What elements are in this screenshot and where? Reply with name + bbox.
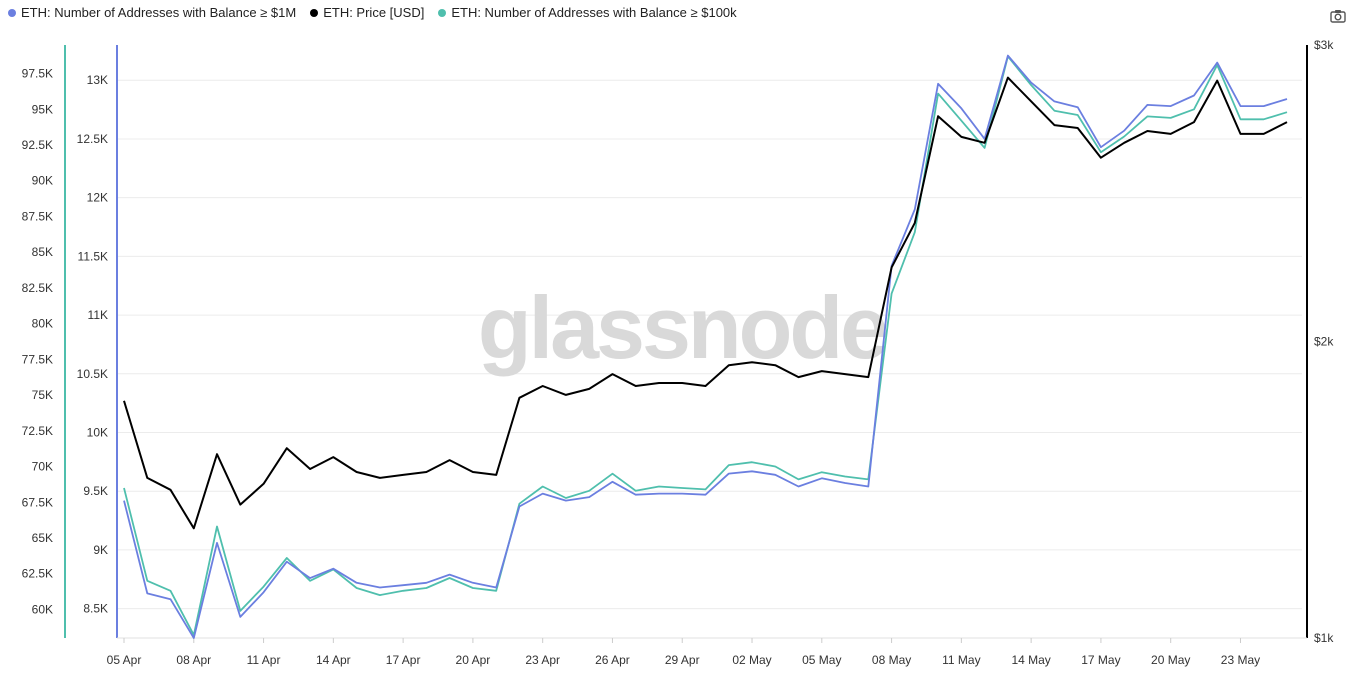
series-line-100k xyxy=(123,55,1288,636)
y-tick-label-price: $2k xyxy=(1314,335,1334,349)
y-tick-label-100k: 80K xyxy=(32,317,53,331)
y-tick-label-100k: 62.5K xyxy=(22,567,53,581)
y-tick-label-1m: 13K xyxy=(87,73,108,87)
axes: 60K 62.5K 65K 67.5K 70K 72.5K 75K 77.5K 80K 82.5K… xyxy=(22,38,1335,667)
series-lines xyxy=(123,54,1288,639)
camera-icon[interactable] xyxy=(1330,9,1346,23)
legend: ETH: Number of Addresses with Balance ≥ … xyxy=(8,5,737,20)
legend-label-price: ETH: Price [USD] xyxy=(323,5,425,20)
watermark-text: glassnode xyxy=(478,278,886,377)
y-tick-label-1m: 9.5K xyxy=(83,484,108,498)
y-tick-label-100k: 70K xyxy=(32,460,53,474)
legend-item-1m[interactable]: ETH: Number of Addresses with Balance ≥ … xyxy=(8,5,296,20)
y-tick-label-100k: 67.5K xyxy=(22,495,53,509)
y-tick-label-100k: 75K xyxy=(32,388,53,402)
y-tick-label-price: $1k xyxy=(1314,631,1334,645)
x-tick-label: 11 Apr xyxy=(247,653,281,667)
y-tick-label-100k: 72.5K xyxy=(22,424,53,438)
x-tick-label: 14 Apr xyxy=(316,653,351,667)
x-tick-label: 05 May xyxy=(802,653,841,667)
x-tick-label: 11 May xyxy=(942,653,980,667)
y-tick-label-100k: 77.5K xyxy=(22,352,53,366)
y-tick-label-100k: 90K xyxy=(32,174,53,188)
legend-label-1m: ETH: Number of Addresses with Balance ≥ … xyxy=(21,5,297,20)
y-tick-label-price: $3k xyxy=(1314,38,1334,52)
x-tick-label: 17 May xyxy=(1081,653,1120,667)
x-tick-label: 17 Apr xyxy=(386,653,421,667)
y-tick-label-100k: 97.5K xyxy=(22,67,53,81)
legend-dot-1m xyxy=(8,8,16,17)
legend-item-price[interactable]: ETH: Price [USD] xyxy=(310,5,424,20)
x-tick-label: 23 May xyxy=(1221,653,1260,667)
legend-dot-price xyxy=(310,8,319,17)
y-tick-label-100k: 65K xyxy=(32,531,53,545)
x-tick-label: 20 Apr xyxy=(456,653,491,667)
x-tick-label: 20 May xyxy=(1151,653,1190,667)
legend-dot-100k xyxy=(438,8,447,17)
x-tick-label: 08 Apr xyxy=(176,653,211,667)
x-tick-label: 05 Apr xyxy=(107,653,142,667)
x-tick-label: 14 May xyxy=(1011,653,1050,667)
y-tick-label-1m: 11.5K xyxy=(78,249,108,263)
x-tick-label: 02 May xyxy=(732,653,771,667)
series-line-price xyxy=(123,76,1288,530)
x-tick-label: 08 May xyxy=(872,653,911,667)
legend-item-100k[interactable]: ETH: Number of Addresses with Balance ≥ … xyxy=(438,5,737,20)
series-line-1m xyxy=(123,54,1288,639)
y-tick-label-100k: 60K xyxy=(32,602,53,616)
y-tick-label-100k: 82.5K xyxy=(22,281,53,295)
y-tick-label-100k: 92.5K xyxy=(22,138,53,152)
y-tick-label-100k: 95K xyxy=(32,102,53,116)
y-tick-label-1m: 12.5K xyxy=(77,132,108,146)
y-tick-label-1m: 12K xyxy=(87,191,108,205)
legend-label-100k: ETH: Number of Addresses with Balance ≥ … xyxy=(451,5,737,20)
y-tick-label-1m: 9K xyxy=(93,543,108,557)
y-tick-label-1m: 8.5K xyxy=(83,602,108,616)
y-tick-label-1m: 10K xyxy=(87,426,108,440)
x-tick-label: 26 Apr xyxy=(595,653,630,667)
y-tick-label-100k: 85K xyxy=(32,245,53,259)
y-tick-label-100k: 87.5K xyxy=(22,209,53,223)
y-tick-label-1m: 11K xyxy=(88,308,108,322)
x-tick-label: 23 Apr xyxy=(525,653,560,667)
y-tick-label-1m: 10.5K xyxy=(77,367,108,381)
x-tick-label: 29 Apr xyxy=(665,653,700,667)
